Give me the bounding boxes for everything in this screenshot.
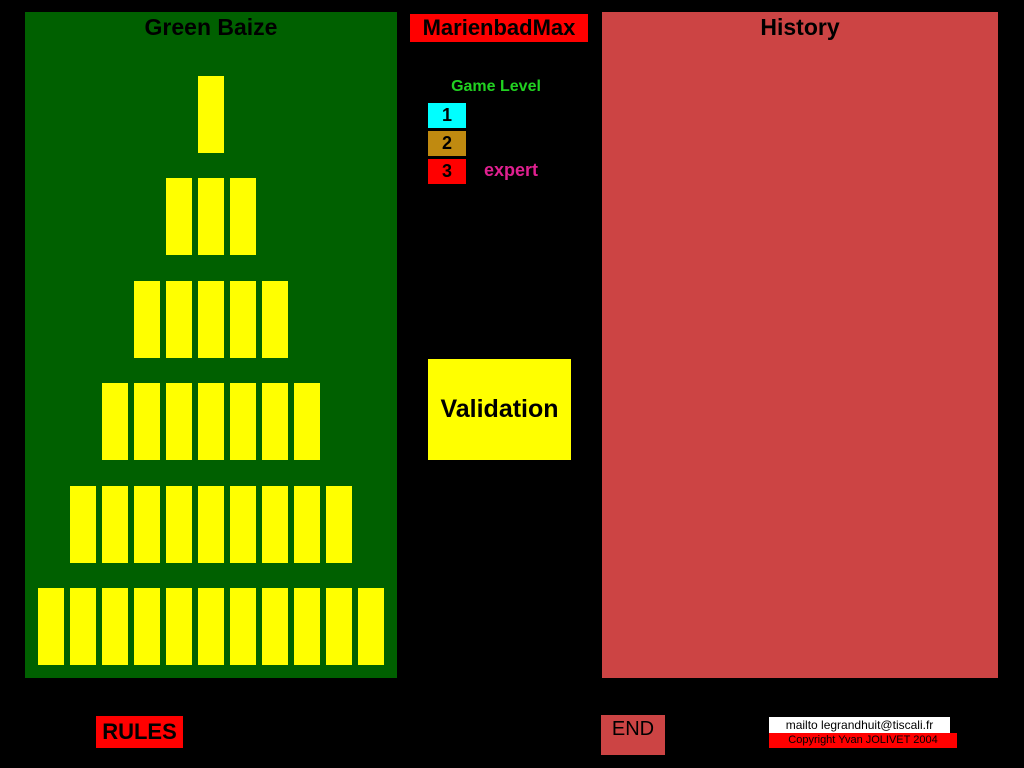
stick-row-6[interactable]	[134, 588, 160, 665]
stick-row-3[interactable]	[166, 280, 192, 358]
history-title: History	[760, 14, 840, 40]
stick-row-6[interactable]	[102, 588, 128, 665]
stick-row-6[interactable]	[38, 588, 64, 665]
stick-row-2[interactable]	[198, 178, 224, 256]
copyright-notice: Copyright Yvan JOLIVET 2004	[769, 733, 957, 748]
stick-row-3[interactable]	[198, 280, 224, 358]
stick-row-6[interactable]	[166, 588, 192, 665]
stick-row-3[interactable]	[262, 280, 288, 358]
stick-row-4[interactable]	[262, 383, 288, 461]
stick-row-5[interactable]	[230, 485, 256, 563]
stick-row-6[interactable]	[262, 588, 288, 665]
game-level-heading: Game Level	[451, 78, 541, 95]
stick-row-3[interactable]	[134, 280, 160, 358]
stick-row-4[interactable]	[230, 383, 256, 461]
stick-row-4[interactable]	[198, 383, 224, 461]
stick-row-5[interactable]	[102, 485, 128, 563]
level-2-button[interactable]: 2	[428, 131, 466, 156]
app-title: MarienbadMax	[410, 14, 588, 42]
baize-title: Green Baize	[144, 14, 278, 40]
stick-row-6[interactable]	[326, 588, 352, 665]
mailto-link[interactable]: mailto legrandhuit@tiscali.fr	[769, 717, 950, 733]
stick-row-4[interactable]	[166, 383, 192, 461]
stick-row-4[interactable]	[134, 383, 160, 461]
selected-level-label: expert	[484, 160, 539, 180]
end-button[interactable]: END	[601, 715, 665, 755]
stick-row-6[interactable]	[230, 588, 256, 665]
stick-row-2[interactable]	[230, 178, 256, 256]
stick-row-5[interactable]	[70, 485, 96, 563]
stick-row-5[interactable]	[134, 485, 160, 563]
stick-row-6[interactable]	[70, 588, 96, 665]
stick-row-2[interactable]	[166, 178, 192, 256]
stick-row-6[interactable]	[198, 588, 224, 665]
stick-row-5[interactable]	[198, 485, 224, 563]
validation-button[interactable]: Validation	[428, 359, 571, 460]
rules-button[interactable]: RULES	[96, 716, 183, 748]
stick-row-5[interactable]	[326, 485, 352, 563]
stick-row-6[interactable]	[358, 588, 384, 665]
stick-row-5[interactable]	[294, 485, 320, 563]
stick-row-5[interactable]	[262, 485, 288, 563]
stick-row-5[interactable]	[166, 485, 192, 563]
history-panel	[602, 12, 998, 678]
stick-row-4[interactable]	[102, 383, 128, 461]
stick-row-3[interactable]	[230, 280, 256, 358]
stick-row-4[interactable]	[294, 383, 320, 461]
stick-row-6[interactable]	[294, 588, 320, 665]
level-3-button[interactable]: 3	[428, 159, 466, 184]
stick-row-1[interactable]	[198, 76, 224, 153]
level-1-button[interactable]: 1	[428, 103, 466, 128]
